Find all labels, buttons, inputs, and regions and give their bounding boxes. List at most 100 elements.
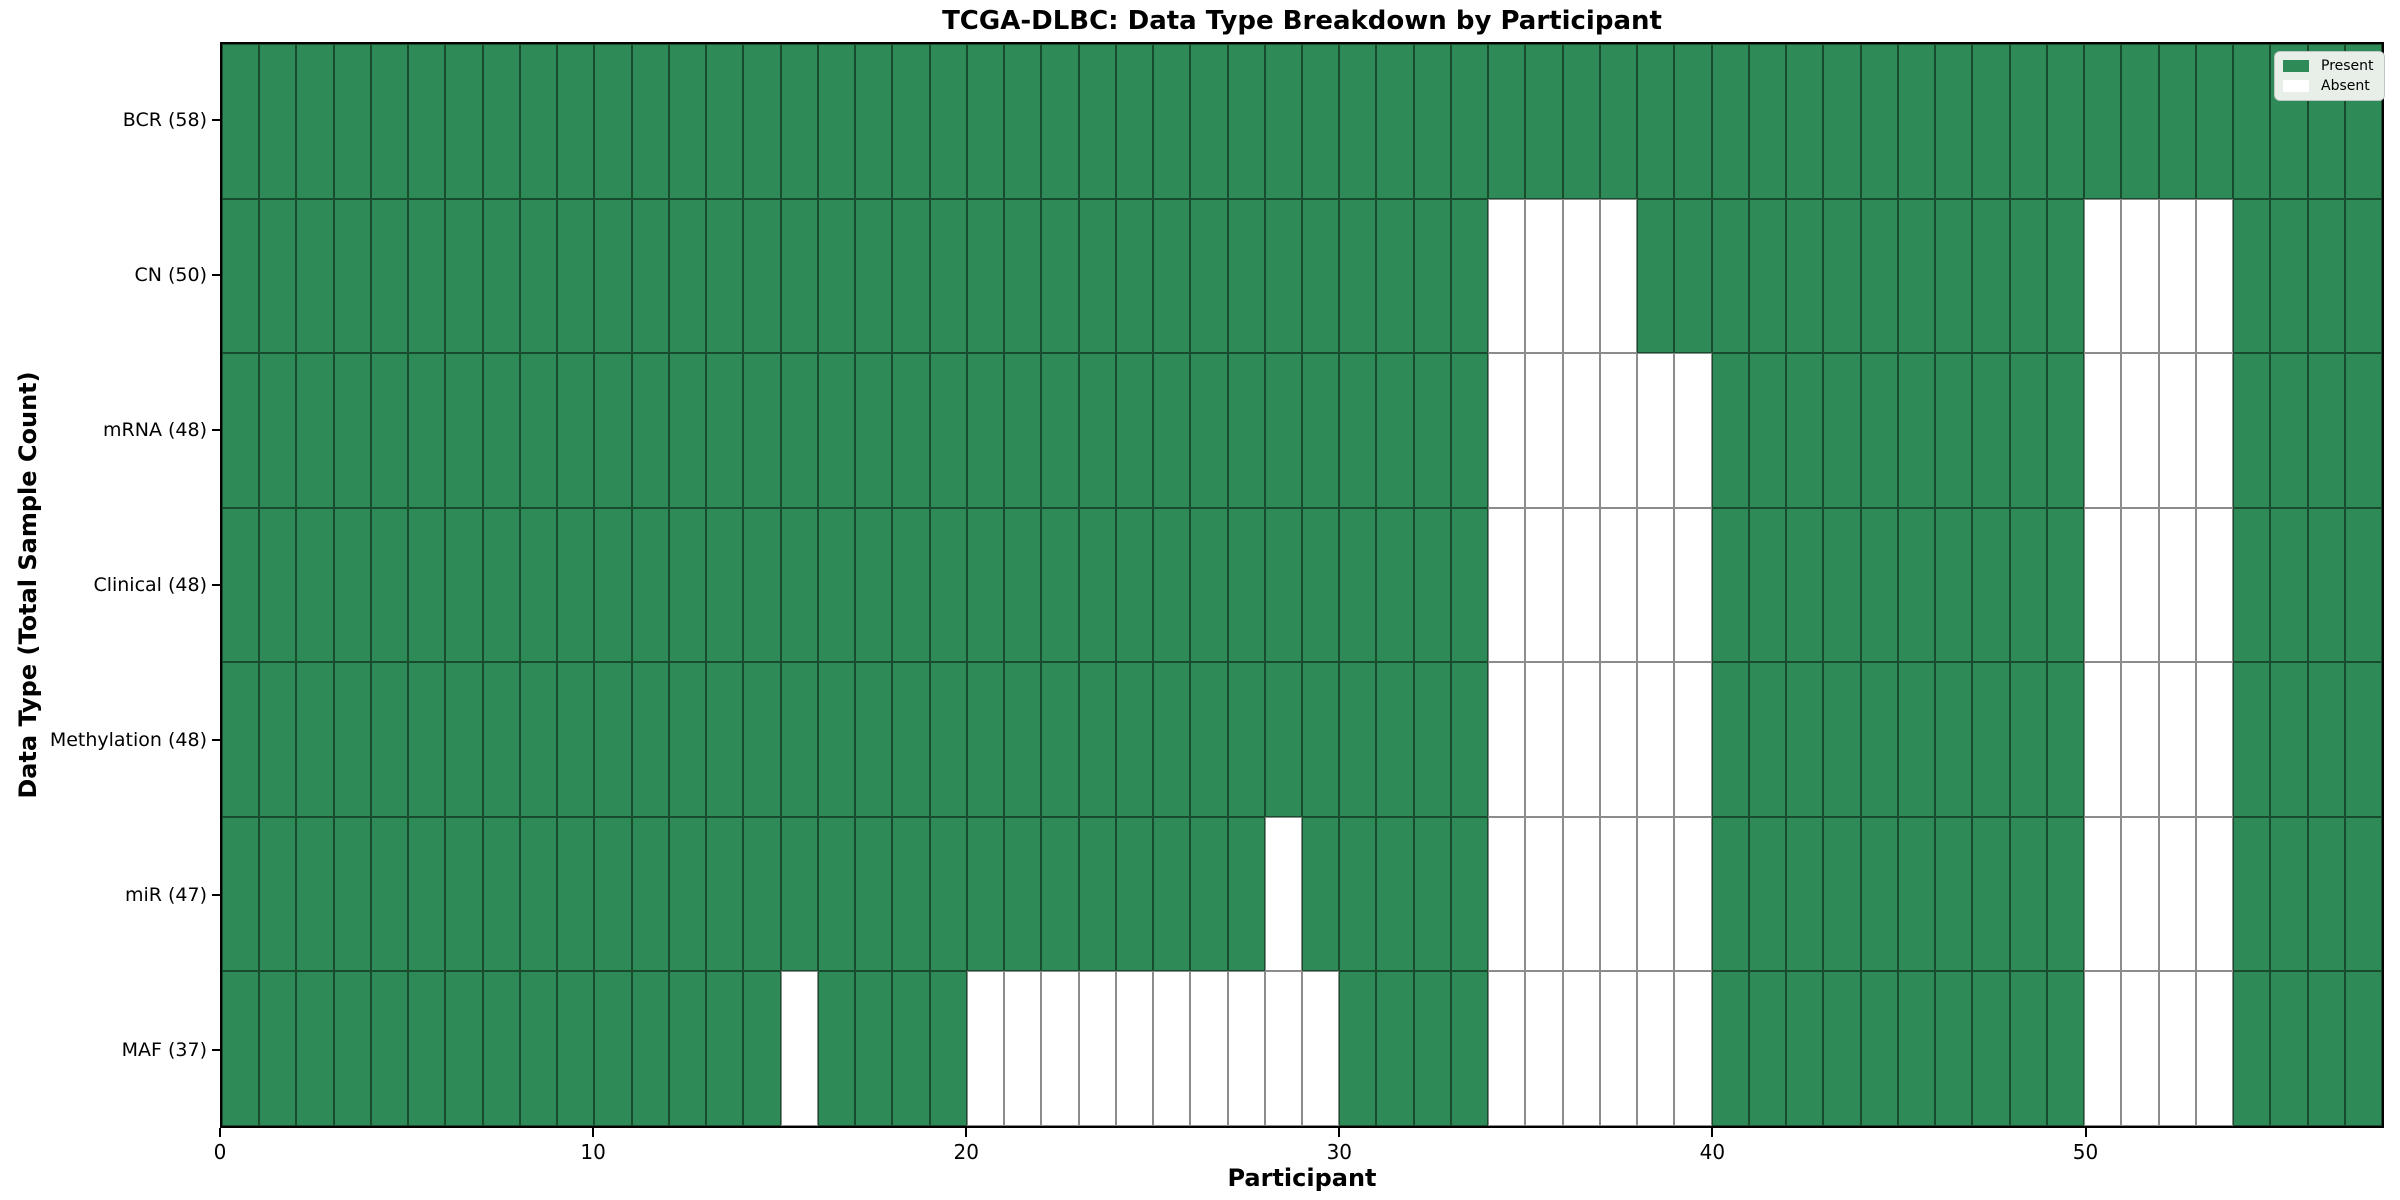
heatmap-cell-CN-p41: [1748, 198, 1787, 354]
heatmap-cell-mRNA-p2: [296, 353, 334, 508]
heatmap-cell-Methylation-p27: [1227, 662, 1265, 817]
heatmap-cell-CN-p42: [1786, 198, 1824, 354]
heatmap-cell-MAF-p11: [631, 971, 669, 1126]
x-tick-label-50: 50: [2072, 1140, 2099, 1164]
heatmap-cell-Methylation-p53: [2195, 662, 2234, 817]
y-tick-label-mRNA: mRNA (48): [103, 418, 207, 441]
heatmap-cell-MAF-p37: [1599, 971, 1638, 1126]
y-tick-mark: [212, 1049, 220, 1052]
heatmap-cell-Methylation-p29: [1301, 662, 1340, 817]
heatmap-cell-Methylation-p32: [1413, 662, 1451, 817]
heatmap-cell-CN-p53: [2195, 198, 2234, 354]
heatmap-cell-CN-p16: [817, 198, 856, 354]
heatmap-cell-miR-p28: [1264, 816, 1302, 972]
heatmap-cell-CN-p52: [2158, 198, 2196, 354]
heatmap-cell-Clinical-p52: [2158, 507, 2196, 663]
heatmap-cell-miR-p49: [2046, 816, 2085, 972]
heatmap-cell-mRNA-p16: [817, 353, 856, 508]
heatmap-cell-mRNA-p42: [1786, 353, 1824, 508]
heatmap-cell-Methylation-p34: [1488, 662, 1526, 817]
heatmap-cell-MAF-p48: [2009, 971, 2047, 1126]
x-tick-mark: [1711, 1128, 1714, 1137]
heatmap-cell-Clinical-p48: [2009, 507, 2047, 663]
heatmap-cell-miR-p38: [1637, 816, 1675, 972]
heatmap-cell-mRNA-p25: [1153, 353, 1191, 508]
heatmap-cell-MAF-p38: [1637, 971, 1675, 1126]
heatmap-cell-BCR-p10: [594, 44, 632, 199]
heatmap-cell-MAF-p22: [1041, 971, 1079, 1126]
y-tick-mark: [212, 273, 220, 276]
heatmap-cell-CN-p0: [222, 198, 260, 354]
heatmap-cell-BCR-p6: [445, 44, 483, 199]
heatmap-cell-MAF-p56: [2307, 971, 2345, 1126]
heatmap-cell-CN-p36: [1562, 198, 1600, 354]
heatmap-cell-mRNA-p47: [1972, 353, 2010, 508]
heatmap-cell-BCR-p7: [482, 44, 520, 199]
heatmap-cell-MAF-p43: [1823, 971, 1861, 1126]
heatmap-cell-CN-p22: [1041, 198, 1079, 354]
x-tick-mark: [592, 1128, 595, 1137]
heatmap-cell-MAF-p57: [2344, 971, 2382, 1126]
heatmap-cell-MAF-p13: [706, 971, 744, 1126]
heatmap-cell-MAF-p1: [259, 971, 297, 1126]
heatmap-cell-miR-p16: [817, 816, 856, 972]
heatmap-cell-MAF-p35: [1525, 971, 1563, 1126]
heatmap-cell-Methylation-p43: [1823, 662, 1861, 817]
heatmap-cell-MAF-p30: [1339, 971, 1377, 1126]
heatmap-cell-mRNA-p56: [2307, 353, 2345, 508]
heatmap-cell-Methylation-p41: [1748, 662, 1787, 817]
heatmap-cell-Methylation-p23: [1078, 662, 1116, 817]
heatmap-cell-miR-p40: [1711, 816, 1749, 972]
heatmap-cell-miR-p53: [2195, 816, 2234, 972]
heatmap-cell-Clinical-p50: [2084, 507, 2122, 663]
heatmap-cell-Clinical-p18: [892, 507, 930, 663]
heatmap-cell-MAF-p42: [1786, 971, 1824, 1126]
heatmap-cell-miR-p21: [1004, 816, 1042, 972]
heatmap-cell-miR-p10: [594, 816, 632, 972]
heatmap-cell-CN-p30: [1339, 198, 1377, 354]
heatmap-cell-CN-p35: [1525, 198, 1563, 354]
heatmap-cell-BCR-p17: [855, 44, 893, 199]
heatmap-cell-MAF-p23: [1078, 971, 1116, 1126]
heatmap-cell-MAF-p39: [1674, 971, 1712, 1126]
heatmap-cell-MAF-p24: [1115, 971, 1154, 1126]
heatmap-cell-mRNA-p53: [2195, 353, 2234, 508]
heatmap-cell-Clinical-p46: [1935, 507, 1973, 663]
heatmap-cell-CN-p21: [1004, 198, 1042, 354]
heatmap-cell-CN-p4: [370, 198, 409, 354]
heatmap-cell-mRNA-p28: [1264, 353, 1302, 508]
heatmap-cell-MAF-p18: [892, 971, 930, 1126]
x-tick-label-40: 40: [1699, 1140, 1726, 1164]
heatmap-cell-miR-p39: [1674, 816, 1712, 972]
heatmap-cell-CN-p7: [482, 198, 520, 354]
heatmap-cell-mRNA-p37: [1599, 353, 1638, 508]
heatmap-cell-Methylation-p33: [1450, 662, 1489, 817]
heatmap-cell-BCR-p19: [929, 44, 967, 199]
heatmap-cell-MAF-p36: [1562, 971, 1600, 1126]
heatmap-cell-MAF-p12: [668, 971, 707, 1126]
heatmap-cell-Clinical-p54: [2233, 507, 2271, 663]
heatmap-cell-Clinical-p26: [1190, 507, 1228, 663]
heatmap-cell-Methylation-p9: [557, 662, 595, 817]
heatmap-cell-CN-p6: [445, 198, 483, 354]
heatmap-cell-Clinical-p38: [1637, 507, 1675, 663]
heatmap-cell-mRNA-p43: [1823, 353, 1861, 508]
heatmap-cell-miR-p50: [2084, 816, 2122, 972]
heatmap-cell-miR-p34: [1488, 816, 1526, 972]
heatmap-cell-MAF-p29: [1301, 971, 1340, 1126]
heatmap-cell-miR-p3: [333, 816, 371, 972]
heatmap-cell-Clinical-p28: [1264, 507, 1302, 663]
heatmap-cell-BCR-p1: [259, 44, 297, 199]
heatmap-cell-Clinical-p5: [408, 507, 446, 663]
heatmap-cell-Clinical-p45: [1897, 507, 1936, 663]
heatmap-cell-mRNA-p57: [2344, 353, 2382, 508]
heatmap-cell-miR-p7: [482, 816, 520, 972]
heatmap-cell-mRNA-p54: [2233, 353, 2271, 508]
heatmap-cell-BCR-p2: [296, 44, 334, 199]
heatmap-cell-CN-p43: [1823, 198, 1861, 354]
heatmap-cell-BCR-p8: [519, 44, 558, 199]
heatmap-cell-miR-p8: [519, 816, 558, 972]
heatmap-cell-Clinical-p57: [2344, 507, 2382, 663]
heatmap-cell-Clinical-p9: [557, 507, 595, 663]
heatmap-cell-MAF-p20: [966, 971, 1005, 1126]
